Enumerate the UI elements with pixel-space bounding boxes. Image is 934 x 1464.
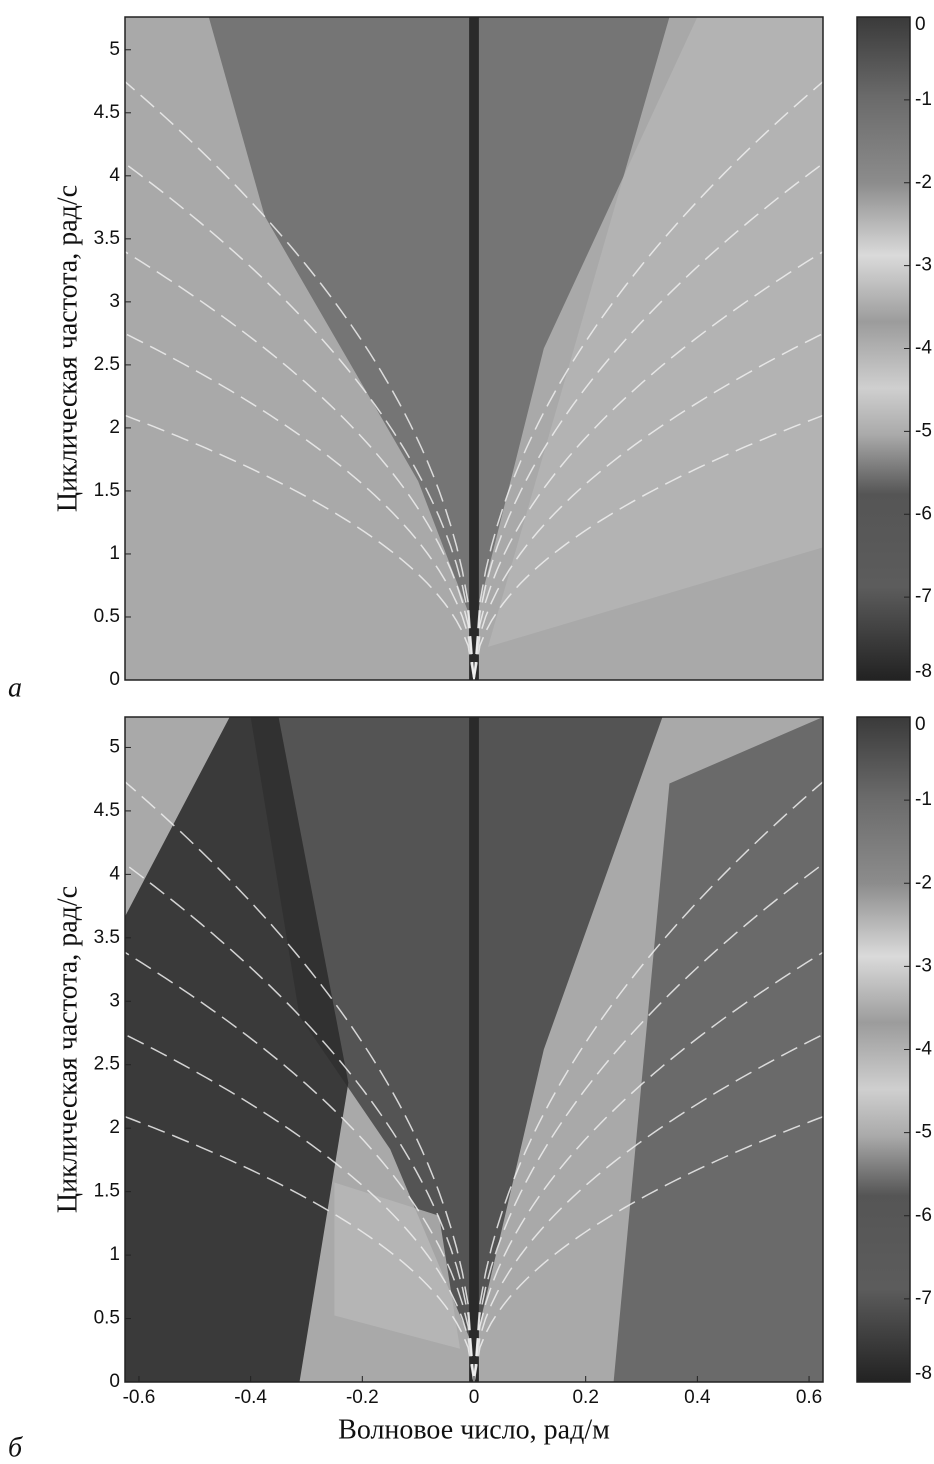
heat-strip (469, 17, 479, 680)
heatmap (125, 17, 823, 680)
y-tick-label: 1.5 (94, 1181, 120, 1202)
dispersion-curve (473, 414, 823, 680)
dispersion-curve (125, 162, 475, 680)
dispersion-curve (473, 781, 823, 1382)
colorbar-tick-label: -1 (915, 789, 932, 810)
colorbar-tick-label: -6 (915, 1205, 932, 1226)
x-tick-label: -0.6 (123, 1387, 156, 1408)
y-tick-label: 0.5 (94, 1308, 120, 1329)
y-tick-label: 3 (109, 990, 120, 1011)
dispersion-curve (125, 863, 475, 1382)
x-tick-label: -0.4 (234, 1387, 267, 1408)
colorbar-tick-label: -3 (915, 255, 932, 276)
dispersion-curve (473, 951, 823, 1382)
y-tick-label: 3.5 (94, 228, 120, 249)
colorbar (856, 716, 911, 1383)
y-tick-label: 4.5 (94, 102, 120, 123)
heat-region (487, 17, 823, 647)
colorbar-tick-label: -5 (915, 420, 932, 441)
y-axis-label: Циклическая частота, рад/с (52, 185, 83, 512)
colorbar-tick-label: -4 (915, 338, 932, 359)
y-tick-label: 2.5 (94, 1054, 120, 1075)
heat-region (208, 17, 698, 627)
colorbar-tick-label: -8 (915, 661, 932, 682)
colorbar (856, 16, 911, 681)
dispersion-curve (125, 414, 475, 680)
dispersion-curve (125, 81, 475, 680)
x-tick-label: -0.2 (346, 1387, 379, 1408)
x-tick-label: 0.6 (796, 1387, 822, 1408)
y-tick-label: 5 (109, 39, 120, 60)
y-axis-label: Циклическая частота, рад/с (52, 886, 83, 1213)
y-tick-label: 4.5 (94, 800, 120, 821)
dispersion-curve (473, 81, 823, 680)
x-axis-label: Волновое число, рад/м (338, 1414, 610, 1445)
y-tick-label: 2.5 (94, 354, 120, 375)
dispersion-curve (473, 863, 823, 1382)
y-tick-label: 3.5 (94, 927, 120, 948)
panel-label: б (8, 1432, 23, 1463)
y-tick-label: 0 (109, 1371, 120, 1392)
y-tick-label: 4 (109, 165, 120, 186)
colorbar-tick-label: 0 (915, 14, 926, 35)
colorbar-tick-label: -5 (915, 1122, 932, 1143)
dispersion-curve (473, 162, 823, 680)
dispersion-curve (473, 1033, 823, 1382)
colorbar-tick-label: -7 (915, 1288, 932, 1309)
heat-strip (469, 717, 479, 1382)
heat-region (250, 717, 663, 1349)
y-tick-label: 5 (109, 736, 120, 757)
colorbar-tick-label: -3 (915, 955, 932, 976)
y-tick-label: 2 (109, 1117, 120, 1138)
heatmap (125, 717, 823, 1382)
heat-region (613, 717, 823, 1382)
dispersion-curve (125, 951, 475, 1382)
colorbar-tick-label: -7 (915, 586, 932, 607)
x-tick-label: 0.4 (684, 1387, 711, 1408)
dispersion-curve (125, 1033, 475, 1382)
colorbar-tick-label: -4 (915, 1039, 932, 1060)
colorbar-tick-label: -6 (915, 503, 932, 524)
colorbar-tick-label: -8 (915, 1363, 932, 1384)
dispersion-curve (125, 1115, 475, 1382)
y-tick-label: 1 (109, 1244, 120, 1265)
colorbar-tick-label: 0 (915, 714, 926, 735)
colorbar-tick-label: -1 (915, 89, 932, 110)
dispersion-curve (125, 332, 475, 680)
panel-label: а (8, 672, 22, 703)
y-tick-label: 1 (109, 543, 120, 564)
dispersion-curve (473, 251, 823, 680)
dispersion-curve (473, 332, 823, 680)
x-tick-label: 0 (469, 1387, 480, 1408)
y-tick-label: 2 (109, 417, 120, 438)
colorbar-tick-label: -2 (915, 872, 932, 893)
dispersion-curve (125, 251, 475, 680)
y-tick-label: 1.5 (94, 480, 120, 501)
plot-frame (124, 16, 824, 681)
colorbar-tick-label: -2 (915, 172, 932, 193)
heat-region (334, 1182, 461, 1349)
dispersion-curve (473, 1115, 823, 1382)
y-tick-label: 0.5 (94, 606, 120, 627)
x-tick-label: 0.2 (572, 1387, 598, 1408)
dispersion-curve (125, 781, 475, 1382)
y-tick-label: 4 (109, 863, 120, 884)
y-tick-label: 3 (109, 291, 120, 312)
heat-region (125, 717, 349, 1382)
y-tick-label: 0 (109, 669, 120, 690)
